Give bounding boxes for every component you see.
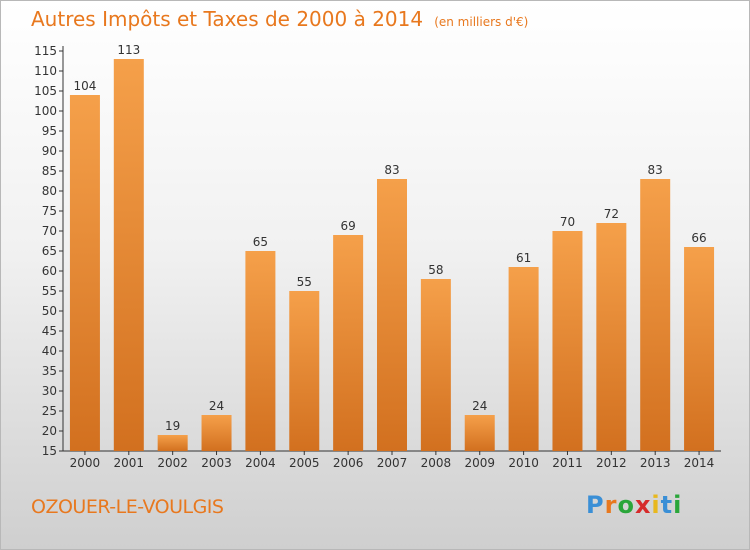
logo-letter: i	[673, 491, 683, 519]
x-tick-label: 2007	[377, 456, 408, 470]
data-label: 104	[73, 79, 96, 93]
bar	[289, 291, 320, 451]
data-label: 69	[340, 219, 355, 233]
data-label: 24	[472, 399, 487, 413]
bar	[640, 179, 671, 451]
y-tick-label: 105	[34, 84, 57, 98]
data-label: 55	[297, 275, 312, 289]
y-tick-label: 60	[42, 264, 57, 278]
logo-letter: o	[617, 491, 635, 519]
data-label: 83	[648, 163, 663, 177]
data-label: 61	[516, 251, 531, 265]
bar	[245, 251, 276, 451]
data-label: 58	[428, 263, 443, 277]
bar	[157, 435, 188, 451]
bar	[552, 231, 583, 451]
y-tick-label: 100	[34, 104, 57, 118]
x-tick-label: 2006	[333, 456, 364, 470]
axes-layer: 15 20 25 30 35 40 45 50 55 60 65 70 75 80 85 90 95 100 105…	[34, 44, 721, 470]
logo-letter: x	[634, 491, 652, 519]
bar	[69, 95, 100, 451]
y-tick-label: 20	[42, 424, 57, 438]
x-tick-label: 2014	[684, 456, 715, 470]
data-label: 66	[691, 231, 706, 245]
bar	[596, 223, 627, 451]
data-label: 65	[253, 235, 268, 249]
y-tick-label: 30	[42, 384, 57, 398]
bars-layer	[69, 59, 715, 451]
x-tick-label: 2012	[596, 456, 627, 470]
title-row: Autres Impôts et Taxes de 2000 à 2014 (e…	[31, 7, 528, 31]
y-tick-label: 35	[42, 364, 57, 378]
x-tick-label: 2008	[421, 456, 452, 470]
y-tick-label: 15	[42, 444, 57, 458]
bar	[333, 235, 364, 451]
y-tick-label: 50	[42, 304, 57, 318]
data-label: 72	[604, 207, 619, 221]
bar	[464, 415, 495, 451]
bar	[508, 267, 539, 451]
y-tick-label: 90	[42, 144, 57, 158]
y-tick-label: 40	[42, 344, 57, 358]
y-tick-label: 45	[42, 324, 57, 338]
chart-subtitle: (en milliers d'€)	[434, 15, 529, 29]
logo-letter: r	[604, 491, 618, 519]
y-tick-label: 85	[42, 164, 57, 178]
x-tick-label: 2002	[157, 456, 188, 470]
data-label: 83	[384, 163, 399, 177]
x-tick-label: 2004	[245, 456, 276, 470]
y-tick-label: 115	[34, 44, 57, 58]
chart-title: Autres Impôts et Taxes de 2000 à 2014	[31, 7, 424, 31]
proxiti-logo[interactable]: Proxiti	[586, 491, 682, 519]
data-label: 24	[209, 399, 224, 413]
y-tick-label: 65	[42, 244, 57, 258]
y-tick-label: 75	[42, 204, 57, 218]
bar	[420, 279, 451, 451]
data-label: 113	[117, 43, 140, 57]
x-tick-label: 2005	[289, 456, 320, 470]
y-tick-label: 110	[34, 64, 57, 78]
y-tick-label: 70	[42, 224, 57, 238]
data-labels-layer: 104 113 19 24 65 55 69 83 58 24 61 70 72 83 66	[73, 43, 706, 433]
logo-letter: i	[651, 491, 661, 519]
logo-letter: P	[586, 491, 605, 519]
y-tick-label: 95	[42, 124, 57, 138]
bar	[377, 179, 407, 451]
data-label: 70	[560, 215, 575, 229]
x-tick-label: 2013	[640, 456, 671, 470]
x-tick-label: 2003	[201, 456, 232, 470]
y-tick-label: 80	[42, 184, 57, 198]
y-tick-label: 55	[42, 284, 57, 298]
logo-letter: t	[660, 491, 674, 519]
x-tick-label: 2001	[114, 456, 145, 470]
x-tick-label: 2000	[70, 456, 101, 470]
y-tick-label: 25	[42, 404, 57, 418]
bar	[684, 247, 715, 451]
x-tick-label: 2011	[552, 456, 583, 470]
x-tick-label: 2009	[464, 456, 495, 470]
x-tick-label: 2010	[508, 456, 539, 470]
data-label: 19	[165, 419, 180, 433]
bar	[201, 415, 232, 451]
place-name: OZOUER-LE-VOULGIS	[31, 496, 224, 518]
bar	[113, 59, 144, 451]
